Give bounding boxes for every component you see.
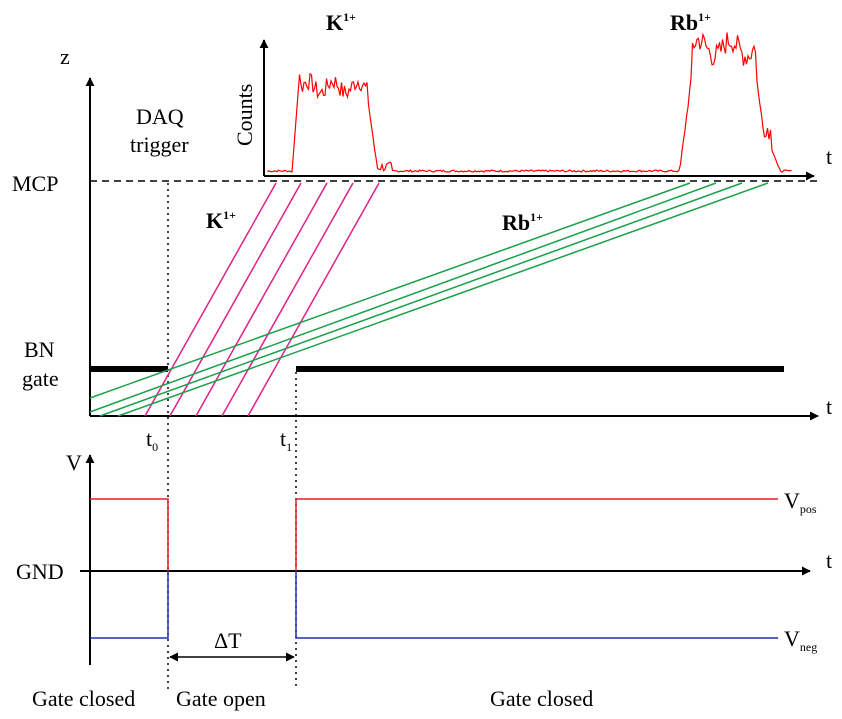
k-ion-base: K bbox=[206, 208, 223, 233]
mcp-label: MCP bbox=[12, 171, 58, 196]
k-peak-charge: 1+ bbox=[343, 10, 356, 24]
t1-base: t bbox=[280, 426, 286, 451]
v-pos-signal-right bbox=[295, 498, 778, 571]
t0-base: t bbox=[146, 426, 152, 451]
rb-ion-base: Rb bbox=[502, 210, 530, 235]
daq-trigger-label-line1: DAQ bbox=[136, 104, 184, 129]
t-axis-spectrum-label: t bbox=[826, 144, 832, 169]
v-neg-label: Vneg bbox=[784, 626, 817, 654]
t-axis-voltage-label: t bbox=[826, 548, 832, 573]
v-neg-sub: neg bbox=[800, 640, 817, 654]
rb-trajectory bbox=[89, 182, 691, 399]
k-trajectories bbox=[144, 182, 380, 417]
rb-peak-charge: 1+ bbox=[698, 10, 711, 24]
gate-closed-left-label: Gate closed bbox=[32, 686, 135, 711]
rb-peak-base: Rb bbox=[670, 10, 698, 35]
v-axis-label: V bbox=[66, 450, 82, 475]
bn-gate-label-line1: BN bbox=[24, 337, 55, 362]
daq-trigger-label-line2: trigger bbox=[130, 132, 189, 157]
t1-sub: 1 bbox=[286, 440, 292, 454]
t0-label: t0 bbox=[146, 426, 158, 454]
k-trajectory bbox=[144, 182, 277, 417]
rb-ion-label: Rb1+ bbox=[502, 210, 543, 235]
rb-trajectory bbox=[117, 182, 769, 417]
gate-closed-right-label: Gate closed bbox=[490, 686, 593, 711]
k-trajectory bbox=[247, 182, 380, 417]
v-pos-sub: pos bbox=[800, 502, 817, 516]
k-ion-charge: 1+ bbox=[223, 208, 236, 222]
v-neg-base: V bbox=[784, 626, 800, 651]
v-pos-signal-left bbox=[90, 498, 169, 571]
k-peak-base: K bbox=[326, 10, 343, 35]
v-neg-signal-right bbox=[295, 571, 778, 639]
k-trajectory bbox=[221, 182, 354, 417]
rb-peak-label: Rb1+ bbox=[670, 10, 711, 35]
v-neg-signal-left bbox=[90, 571, 169, 639]
t-axis-top-label: t bbox=[826, 394, 832, 419]
k-peak-label: K1+ bbox=[326, 10, 356, 35]
t0-sub: 0 bbox=[152, 440, 158, 454]
k-trajectory bbox=[195, 182, 328, 417]
bn-gate-label-line2: gate bbox=[22, 366, 59, 391]
v-pos-label: Vpos bbox=[784, 488, 817, 516]
gnd-label: GND bbox=[16, 559, 64, 584]
rb-trajectory bbox=[89, 182, 717, 413]
k-trajectory bbox=[169, 182, 302, 417]
rb-ion-charge: 1+ bbox=[530, 210, 543, 224]
counts-label: Counts bbox=[232, 84, 257, 146]
tof-spectrum-trace bbox=[267, 32, 792, 173]
v-pos-base: V bbox=[784, 488, 800, 513]
z-axis-label: z bbox=[60, 44, 70, 69]
rb-trajectories bbox=[89, 182, 769, 417]
t1-label: t1 bbox=[280, 426, 292, 454]
k-ion-label: K1+ bbox=[206, 208, 236, 233]
rb-trajectory bbox=[99, 182, 743, 417]
delta-t-label: ΔT bbox=[214, 628, 242, 653]
gate-open-label: Gate open bbox=[176, 686, 266, 711]
